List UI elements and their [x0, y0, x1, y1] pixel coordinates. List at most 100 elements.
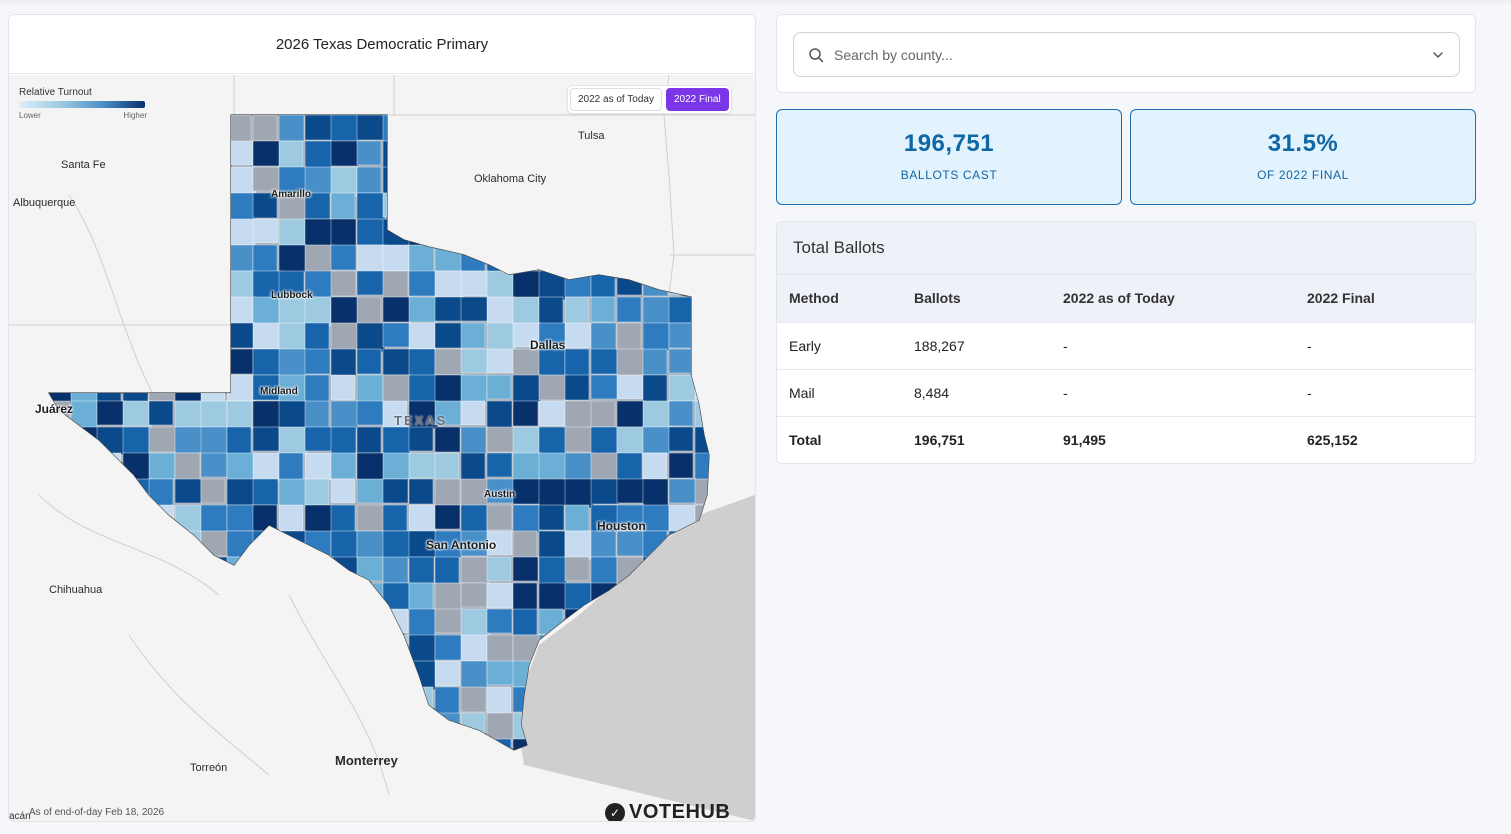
county-shape[interactable] — [200, 192, 231, 223]
county-shape[interactable] — [538, 400, 568, 427]
county-shape[interactable] — [434, 478, 461, 509]
county-shape[interactable] — [304, 712, 333, 738]
county-shape[interactable] — [200, 452, 228, 478]
county-shape[interactable] — [148, 270, 179, 297]
county-shape[interactable] — [460, 660, 488, 689]
county-shape[interactable] — [486, 218, 515, 247]
county-shape[interactable] — [252, 478, 279, 506]
county-shape[interactable] — [96, 166, 122, 197]
county-shape[interactable] — [460, 218, 486, 245]
county-shape[interactable] — [304, 140, 333, 171]
county-shape[interactable] — [174, 504, 204, 533]
county-shape[interactable] — [200, 608, 231, 635]
county-shape[interactable] — [486, 400, 513, 431]
county-shape[interactable] — [694, 426, 719, 457]
county-shape[interactable] — [434, 426, 461, 453]
county-shape[interactable] — [122, 660, 153, 687]
county-shape[interactable] — [434, 270, 464, 299]
county-shape[interactable] — [694, 374, 724, 403]
county-shape[interactable] — [616, 115, 644, 142]
county-shape[interactable] — [330, 140, 360, 167]
county-shape[interactable] — [278, 686, 305, 717]
county-shape[interactable] — [538, 140, 564, 168]
search-input[interactable] — [834, 46, 1431, 63]
county-shape[interactable] — [96, 634, 126, 662]
county-shape[interactable] — [694, 322, 720, 350]
county-shape[interactable] — [174, 426, 204, 454]
county-shape[interactable] — [304, 270, 334, 298]
county-shape[interactable] — [330, 166, 358, 197]
county-shape[interactable] — [330, 322, 361, 351]
county-shape[interactable] — [174, 634, 202, 661]
county-shape[interactable] — [668, 166, 695, 192]
county-shape[interactable] — [512, 426, 541, 456]
county-shape[interactable] — [694, 244, 724, 270]
county-shape[interactable] — [408, 634, 436, 664]
county-shape[interactable] — [356, 634, 387, 660]
county-shape[interactable] — [96, 504, 124, 531]
county-shape[interactable] — [408, 244, 435, 274]
county-shape[interactable] — [408, 452, 438, 479]
county-shape[interactable] — [408, 712, 436, 742]
county-shape[interactable] — [382, 244, 410, 272]
county-shape[interactable] — [122, 712, 150, 741]
county-shape[interactable] — [45, 608, 74, 636]
county-shape[interactable] — [538, 530, 566, 561]
county-shape[interactable] — [408, 400, 439, 430]
county-shape[interactable] — [278, 296, 308, 327]
county-shape[interactable] — [330, 426, 357, 457]
county-shape[interactable] — [590, 374, 619, 400]
county-shape[interactable] — [356, 712, 383, 743]
county-shape[interactable] — [70, 244, 98, 272]
county-shape[interactable] — [382, 582, 410, 612]
county-shape[interactable] — [408, 322, 437, 350]
county-shape[interactable] — [304, 348, 331, 375]
county-shape[interactable] — [460, 140, 487, 167]
county-shape[interactable] — [304, 400, 330, 429]
county-shape[interactable] — [408, 192, 439, 221]
county-shape[interactable] — [486, 426, 515, 453]
county-shape[interactable] — [45, 374, 73, 405]
county-shape[interactable] — [304, 686, 331, 714]
county-shape[interactable] — [96, 608, 122, 634]
turnout-map[interactable]: Relative Turnout Lower Higher 2022 as of… — [9, 75, 755, 821]
county-shape[interactable] — [642, 270, 669, 297]
county-shape[interactable] — [252, 426, 280, 452]
county-shape[interactable] — [382, 504, 408, 532]
county-shape[interactable] — [226, 660, 255, 687]
county-shape[interactable] — [148, 115, 177, 140]
county-shape[interactable] — [382, 452, 412, 480]
county-shape[interactable] — [252, 738, 281, 764]
county-shape[interactable] — [616, 504, 646, 530]
county-shape[interactable] — [486, 296, 517, 326]
county-shape[interactable] — [434, 504, 461, 530]
county-shape[interactable] — [590, 192, 621, 220]
county-shape[interactable] — [590, 426, 618, 457]
county-shape[interactable] — [122, 634, 151, 665]
county-shape[interactable] — [70, 452, 99, 480]
county-shape[interactable] — [408, 374, 438, 404]
county-shape[interactable] — [226, 270, 256, 299]
county-shape[interactable] — [252, 712, 282, 739]
county-shape[interactable] — [356, 270, 387, 296]
county-shape[interactable] — [512, 374, 542, 403]
county-shape[interactable] — [356, 504, 387, 532]
county-shape[interactable] — [356, 348, 382, 375]
county-shape[interactable] — [174, 166, 202, 194]
county-shape[interactable] — [174, 712, 204, 739]
county-shape[interactable] — [122, 140, 152, 167]
county-shape[interactable] — [434, 218, 461, 244]
county-shape[interactable] — [382, 400, 408, 429]
county-shape[interactable] — [486, 608, 513, 634]
county-shape[interactable] — [148, 296, 179, 325]
county-shape[interactable] — [642, 348, 668, 376]
county-shape[interactable] — [174, 686, 203, 712]
county-shape[interactable] — [460, 270, 489, 297]
county-shape[interactable] — [642, 374, 668, 404]
county-shape[interactable] — [460, 400, 486, 426]
county-shape[interactable] — [278, 478, 307, 507]
county-shape[interactable] — [304, 322, 330, 352]
county-shape[interactable] — [408, 426, 434, 452]
county-shape[interactable] — [382, 296, 413, 323]
county-shape[interactable] — [434, 166, 463, 193]
